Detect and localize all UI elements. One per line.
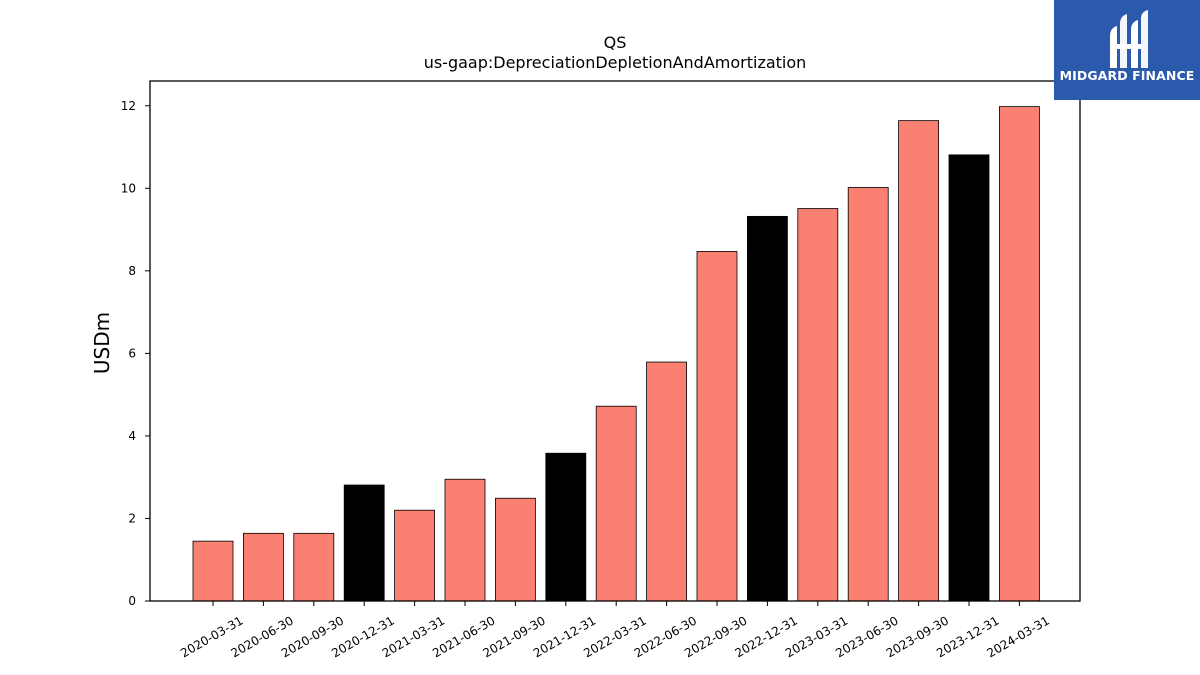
bar-2022-12-31 [747,215,788,602]
bar-2021-06-30 [444,478,486,602]
bar-2020-12-31 [343,484,385,602]
bar-2021-09-30 [494,497,536,602]
logo-text: MIDGARD FINANCE [1059,68,1195,83]
y-tick-label: 2 [128,511,136,525]
bar-2023-06-30 [847,187,889,602]
y-axis-ticks: 0 2 4 6 8 10 12 [121,99,150,608]
bar-2020-03-31 [192,540,234,602]
bar-2024-03-31 [999,106,1040,602]
midgard-logo-icon [1110,10,1148,68]
bar-2020-06-30 [242,532,284,602]
bar-2023-09-30 [898,120,939,602]
plot-frame [149,80,1081,602]
bar-2022-06-30 [646,361,687,602]
bar-2021-12-31 [545,452,587,602]
midgard-finance-logo: MIDGARD FINANCE [1054,0,1200,100]
y-tick-label: 8 [128,264,136,278]
y-axis-label: USDm [90,312,114,374]
bar-2023-03-31 [797,208,839,602]
y-tick-label: 10 [121,181,136,195]
bar-2021-03-31 [394,509,436,602]
y-tick-label: 0 [128,594,136,608]
y-tick-label: 12 [121,99,136,113]
chart-title: QS [604,33,627,52]
y-tick-label: 4 [128,429,136,443]
bar-2023-12-31 [948,154,990,602]
y-tick-label: 6 [128,346,136,360]
bar-2020-09-30 [293,532,335,602]
bar-2022-03-31 [595,405,637,602]
bars-layer [192,106,1040,602]
x-axis-ticks: 2020-03-312020-06-302020-09-302020-12-31… [178,601,1052,660]
bar-2022-09-30 [696,251,738,602]
chart-subtitle: us-gaap:DepreciationDepletionAndAmortiza… [424,53,807,72]
